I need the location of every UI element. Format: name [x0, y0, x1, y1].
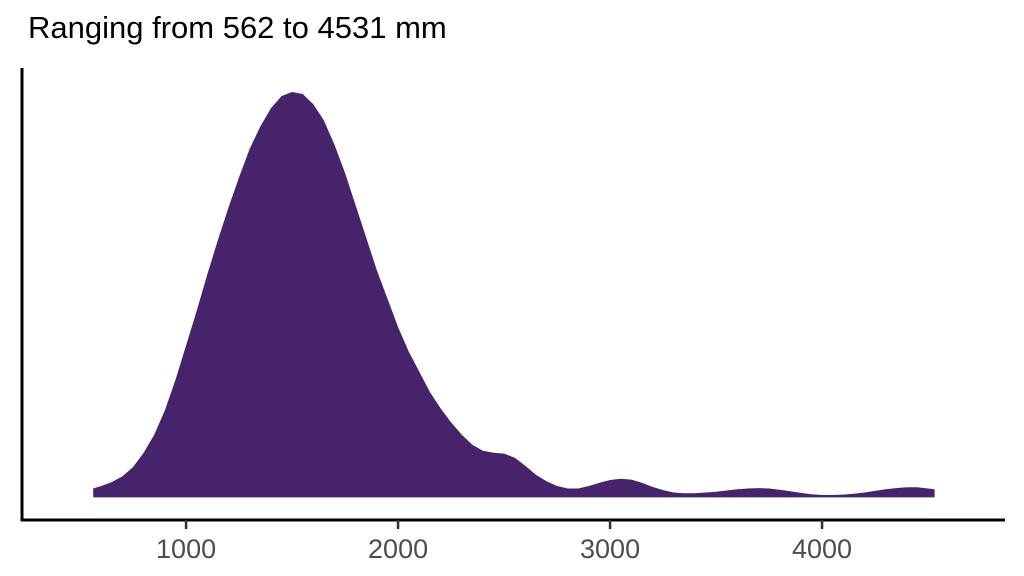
- x-axis-tick-label: 2000: [368, 534, 428, 564]
- x-axis-tick-label: 1000: [156, 534, 216, 564]
- chart-title: Ranging from 562 to 4531 mm: [28, 10, 447, 45]
- x-axis-tick-label: 4000: [792, 534, 852, 564]
- density-area: [93, 92, 935, 498]
- x-axis-tick-label: 3000: [580, 534, 640, 564]
